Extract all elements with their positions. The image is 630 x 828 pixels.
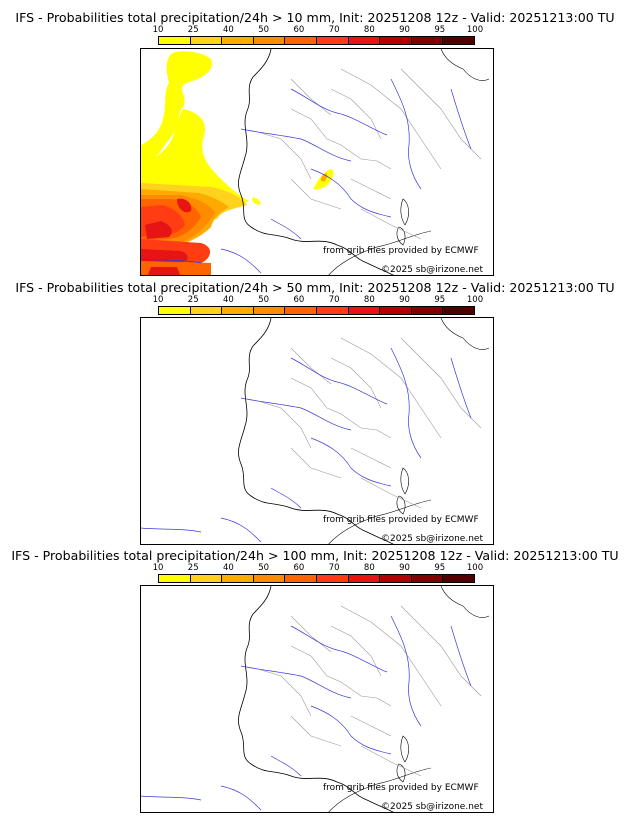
colorbar-swatch — [443, 307, 474, 314]
colorbar-swatch — [380, 37, 412, 44]
colorbar: 10 25 40 50 60 70 80 90 95 100 — [153, 295, 484, 315]
colorbar-swatch — [316, 575, 349, 582]
colorbar-tick-label: 100 — [466, 563, 484, 573]
colorbar-tick-label: 10 — [152, 563, 164, 573]
colorbar-swatch — [190, 307, 223, 314]
colorbar-bar — [158, 36, 475, 45]
colorbar-swatch — [190, 575, 223, 582]
colorbar-swatch — [348, 575, 381, 582]
colorbar-tick-label: 50 — [258, 563, 270, 573]
colorbar-labels: 10 25 40 50 60 70 80 90 95 100 — [153, 25, 484, 35]
map-frame[interactable]: from grib files provided by ECMWF ©2025 … — [140, 585, 494, 813]
map-frame[interactable]: from grib files provided by ECMWF ©2025 … — [140, 48, 494, 276]
colorbar-tick-label: 50 — [258, 25, 270, 35]
colorbar-swatch — [348, 307, 381, 314]
colorbar-swatch — [285, 37, 317, 44]
colorbar-tick-label: 95 — [434, 25, 446, 35]
colorbar-tick-label: 40 — [223, 563, 234, 573]
colorbar-swatch — [380, 307, 412, 314]
colorbar-tick-label: 25 — [187, 25, 199, 35]
colorbar-swatch — [285, 575, 317, 582]
colorbar-swatch — [253, 575, 286, 582]
colorbar-swatch — [348, 37, 381, 44]
colorbar-labels: 10 25 40 50 60 70 80 90 95 100 — [153, 563, 484, 573]
panel-100mm: IFS - Probabilities total precipitation/… — [0, 538, 630, 828]
colorbar-tick-label: 10 — [152, 25, 164, 35]
colorbar-tick-label: 95 — [434, 295, 446, 305]
colorbar-tick-label: 60 — [293, 25, 305, 35]
panel-title: IFS - Probabilities total precipitation/… — [15, 280, 615, 295]
colorbar-tick-label: 10 — [152, 295, 164, 305]
precip-map — [141, 49, 490, 275]
colorbar-tick-label: 25 — [187, 295, 199, 305]
colorbar-tick-label: 40 — [223, 25, 234, 35]
colorbar-bar — [158, 306, 475, 315]
colorbar-swatch — [411, 575, 444, 582]
map-frame[interactable]: from grib files provided by ECMWF ©2025 … — [140, 317, 494, 545]
colorbar-tick-label: 80 — [363, 563, 375, 573]
colorbar-swatch — [159, 307, 191, 314]
colorbar-tick-label: 70 — [328, 295, 340, 305]
colorbar-tick-label: 80 — [363, 295, 375, 305]
colorbar-tick-label: 80 — [363, 25, 375, 35]
panel-50mm: IFS - Probabilities total precipitation/… — [0, 270, 630, 550]
precip-shading — [141, 51, 334, 275]
colorbar-tick-label: 95 — [434, 563, 446, 573]
colorbar-swatch — [253, 37, 286, 44]
colorbar-tick-label: 90 — [399, 295, 410, 305]
colorbar-swatch — [285, 307, 317, 314]
colorbar-bar — [158, 574, 475, 583]
colorbar-swatch — [411, 37, 444, 44]
map-rivers — [141, 78, 472, 274]
map-borders — [238, 49, 490, 275]
colorbar-swatch — [316, 37, 349, 44]
colorbar-tick-label: 50 — [258, 295, 270, 305]
colorbar-labels: 10 25 40 50 60 70 80 90 95 100 — [153, 295, 484, 305]
colorbar-swatch — [380, 575, 412, 582]
colorbar-swatch — [443, 37, 474, 44]
colorbar-tick-label: 40 — [223, 295, 234, 305]
colorbar-tick-label: 90 — [399, 563, 410, 573]
colorbar-swatch — [222, 575, 254, 582]
colorbar-tick-label: 25 — [187, 563, 199, 573]
panel-title: IFS - Probabilities total precipitation/… — [15, 10, 615, 25]
colorbar-swatch — [443, 575, 474, 582]
precip-map — [141, 586, 490, 812]
colorbar-tick-label: 70 — [328, 25, 340, 35]
colorbar-swatch — [222, 307, 254, 314]
credit-copyright: ©2025 sb@irizone.net — [381, 534, 483, 544]
colorbar-swatch — [190, 37, 223, 44]
colorbar-swatch — [159, 575, 191, 582]
map-rivers — [141, 347, 472, 543]
panel-10mm: IFS - Probabilities total precipitation/… — [0, 0, 630, 280]
colorbar-swatch — [411, 307, 444, 314]
credit-source: from grib files provided by ECMWF — [323, 246, 479, 256]
colorbar-tick-label: 70 — [328, 563, 340, 573]
colorbar-swatch — [316, 307, 349, 314]
map-borders — [238, 586, 490, 812]
precip-map — [141, 318, 490, 544]
map-rivers — [141, 615, 472, 811]
credit-copyright: ©2025 sb@irizone.net — [381, 802, 483, 812]
colorbar: 10 25 40 50 60 70 80 90 95 100 — [153, 563, 484, 583]
credit-source: from grib files provided by ECMWF — [323, 783, 479, 793]
colorbar-swatch — [159, 37, 191, 44]
colorbar-tick-label: 90 — [399, 25, 410, 35]
colorbar-tick-label: 60 — [293, 563, 305, 573]
colorbar-swatch — [253, 307, 286, 314]
colorbar-tick-label: 100 — [466, 295, 484, 305]
map-borders — [238, 318, 490, 544]
credit-source: from grib files provided by ECMWF — [323, 515, 479, 525]
colorbar-tick-label: 60 — [293, 295, 305, 305]
credit-copyright: ©2025 sb@irizone.net — [381, 265, 483, 275]
colorbar-tick-label: 100 — [466, 25, 484, 35]
colorbar-swatch — [222, 37, 254, 44]
colorbar: 10 25 40 50 60 70 80 90 95 100 — [153, 25, 484, 45]
panel-title: IFS - Probabilities total precipitation/… — [11, 548, 619, 563]
